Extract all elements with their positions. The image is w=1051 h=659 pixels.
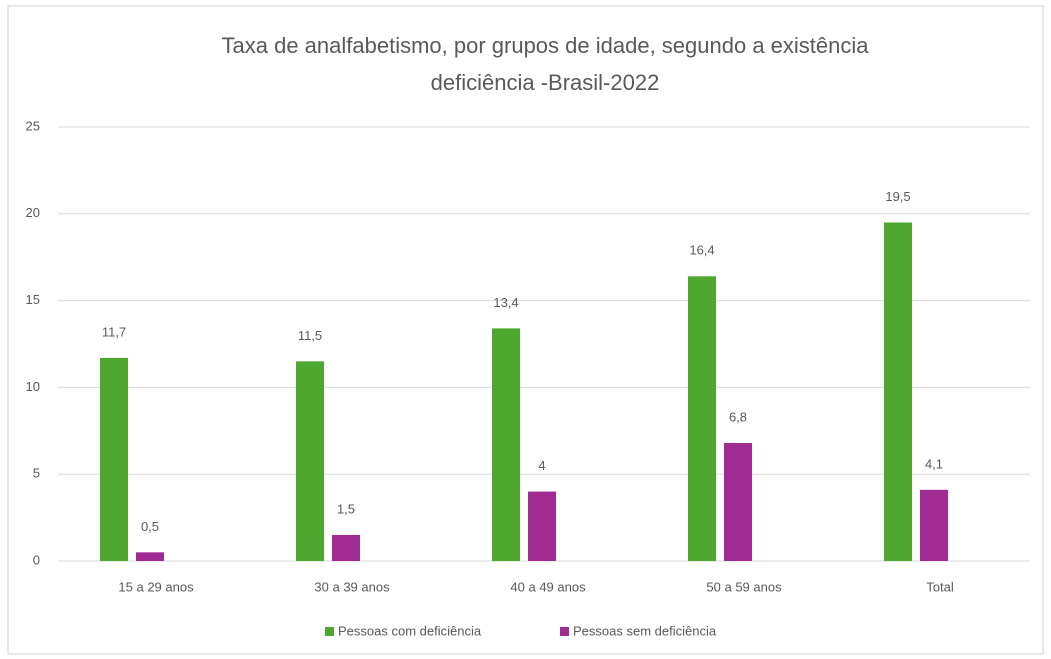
legend-label: Pessoas com deficiência: [338, 623, 482, 638]
x-tick-label: Total: [926, 579, 954, 594]
data-label: 19,5: [885, 189, 910, 204]
data-label: 13,4: [493, 295, 518, 310]
data-label: 1,5: [337, 501, 355, 516]
bar: [884, 222, 912, 562]
data-label: 0,5: [141, 519, 159, 534]
legend-swatch: [325, 627, 334, 636]
bar: [332, 534, 360, 561]
bar: [724, 442, 752, 561]
data-label: 4,1: [925, 456, 943, 471]
y-tick-label: 5: [33, 466, 40, 481]
chart-title: deficiência -Brasil-2022: [431, 70, 660, 95]
y-tick-label: 15: [26, 292, 40, 307]
x-tick-label: 30 a 39 anos: [314, 579, 390, 594]
y-tick-label: 10: [26, 379, 40, 394]
data-label: 6,8: [729, 409, 747, 424]
x-tick-label: 50 a 59 anos: [706, 579, 782, 594]
bar: [492, 328, 520, 561]
chart-title: Taxa de analfabetismo, por grupos de ida…: [222, 33, 870, 58]
chart-border: [7, 5, 1044, 655]
legend-label: Pessoas sem deficiência: [573, 623, 717, 638]
legend-swatch: [560, 627, 569, 636]
y-tick-label: 0: [33, 552, 40, 567]
x-tick-label: 15 a 29 anos: [118, 579, 194, 594]
y-tick-label: 20: [26, 205, 40, 220]
data-label: 11,7: [102, 324, 126, 339]
bar: [136, 552, 164, 561]
y-tick-label: 25: [26, 118, 40, 133]
data-label: 4: [538, 458, 545, 473]
x-tick-label: 40 a 49 anos: [510, 579, 586, 594]
data-label: 16,4: [689, 243, 714, 258]
bar: [296, 361, 324, 561]
data-label: 11,5: [298, 328, 322, 343]
bar: [100, 357, 128, 561]
bar: [920, 489, 948, 561]
bar: [688, 276, 716, 561]
bar: [528, 491, 556, 561]
